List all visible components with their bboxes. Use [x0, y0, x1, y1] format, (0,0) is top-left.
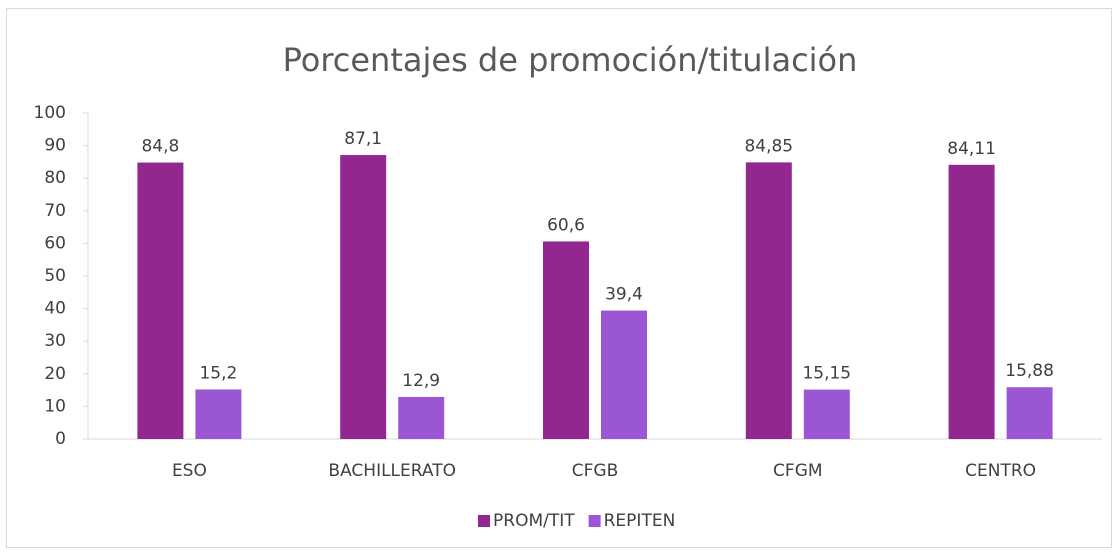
- y-tick-label: 100: [34, 103, 66, 123]
- x-tick-label: CENTRO: [965, 461, 1036, 481]
- bar: [803, 389, 850, 439]
- y-tick-label: 80: [44, 168, 66, 188]
- data-label: 12,9: [402, 371, 440, 391]
- legend-swatch: [478, 515, 490, 527]
- y-tick-label: 90: [44, 136, 66, 156]
- bar: [543, 241, 589, 439]
- data-label: 15,15: [802, 364, 851, 384]
- bar: [1006, 387, 1053, 439]
- y-tick-label: 10: [44, 396, 66, 416]
- bar: [948, 164, 995, 440]
- y-tick-label: 70: [44, 201, 66, 221]
- bar: [398, 396, 445, 439]
- legend-label: PROM/TIT: [493, 511, 575, 531]
- data-label: 87,1: [344, 129, 382, 149]
- bar: [137, 162, 184, 439]
- data-label: 84,11: [947, 139, 996, 159]
- data-label: 39,4: [605, 285, 643, 305]
- bar: [745, 162, 792, 439]
- data-label: 15,88: [1005, 361, 1054, 381]
- x-tick-label: ESO: [172, 461, 207, 481]
- y-tick-label: 30: [44, 331, 66, 351]
- bar: [601, 310, 647, 439]
- data-label: 15,2: [199, 363, 237, 383]
- chart-title: Porcentajes de promoción/titulación: [283, 41, 858, 79]
- data-label: 60,6: [547, 215, 585, 235]
- data-label: 84,85: [744, 136, 793, 156]
- legend-swatch: [588, 515, 601, 527]
- y-tick-label: 20: [44, 364, 66, 384]
- x-tick-label: CFGB: [572, 461, 618, 481]
- x-tick-label: CFGM: [773, 461, 823, 481]
- y-tick-label: 0: [55, 429, 66, 449]
- legend-label: REPITEN: [604, 511, 676, 531]
- y-tick-label: 50: [44, 266, 66, 286]
- data-label: 84,8: [141, 137, 179, 157]
- bar: [195, 389, 242, 439]
- y-tick-label: 40: [44, 299, 66, 319]
- y-tick-label: 60: [44, 233, 66, 253]
- bar: [340, 155, 387, 439]
- x-tick-label: BACHILLERATO: [328, 461, 456, 481]
